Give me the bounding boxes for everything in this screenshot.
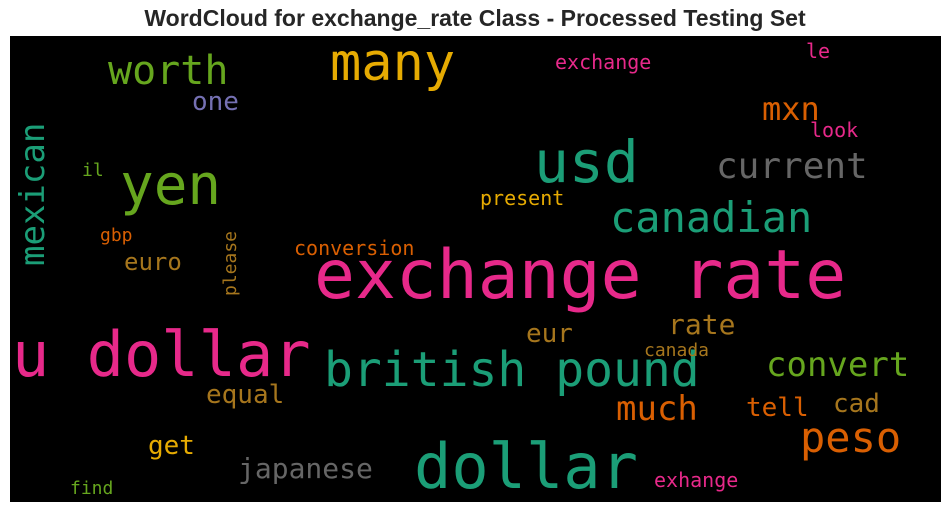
word-eur: eur — [526, 319, 573, 349]
word-canada: canada — [644, 340, 709, 361]
word-gbp: gbp — [100, 225, 133, 246]
word-cad: cad — [833, 389, 880, 419]
word-convert: convert — [766, 345, 909, 385]
word-peso: peso — [800, 413, 901, 462]
word-much: much — [616, 389, 698, 429]
word-usd: usd — [534, 128, 639, 196]
word-yen: yen — [120, 153, 221, 218]
word-one: one — [192, 87, 239, 117]
word-mxn: mxn — [762, 90, 820, 128]
word-find: find — [70, 478, 113, 499]
word-look: look — [810, 118, 858, 142]
word-conversion: conversion — [294, 236, 414, 260]
word-dollar: dollar — [414, 430, 638, 502]
word-exchange-rate: exchange rate — [314, 236, 846, 315]
word-please: please — [220, 231, 241, 296]
word-mexican: mexican — [13, 123, 53, 266]
word-japanese: japanese — [238, 452, 373, 485]
word-british-pound: british pound — [324, 342, 700, 398]
word-current: current — [716, 146, 868, 187]
word-tell: tell — [746, 393, 809, 423]
word-u-dollar: u dollar — [12, 318, 311, 391]
word-get: get — [148, 431, 195, 461]
word-euro: euro — [124, 248, 182, 276]
word-exchange: exchange — [555, 50, 651, 74]
word-exhange: exhange — [654, 468, 738, 492]
word-canadian: canadian — [610, 193, 812, 242]
word-many: many — [330, 36, 455, 93]
word-cloud: exchange rate u dollar dollar usd british po… — [10, 36, 941, 502]
word-worth: worth — [108, 48, 228, 94]
word-le: le — [806, 39, 830, 63]
word-equal: equal — [206, 380, 284, 410]
chart-title: WordCloud for exchange_rate Class - Proc… — [144, 5, 806, 31]
word-rate: rate — [668, 308, 735, 341]
word-il: il — [82, 160, 104, 181]
word-present: present — [480, 186, 564, 210]
